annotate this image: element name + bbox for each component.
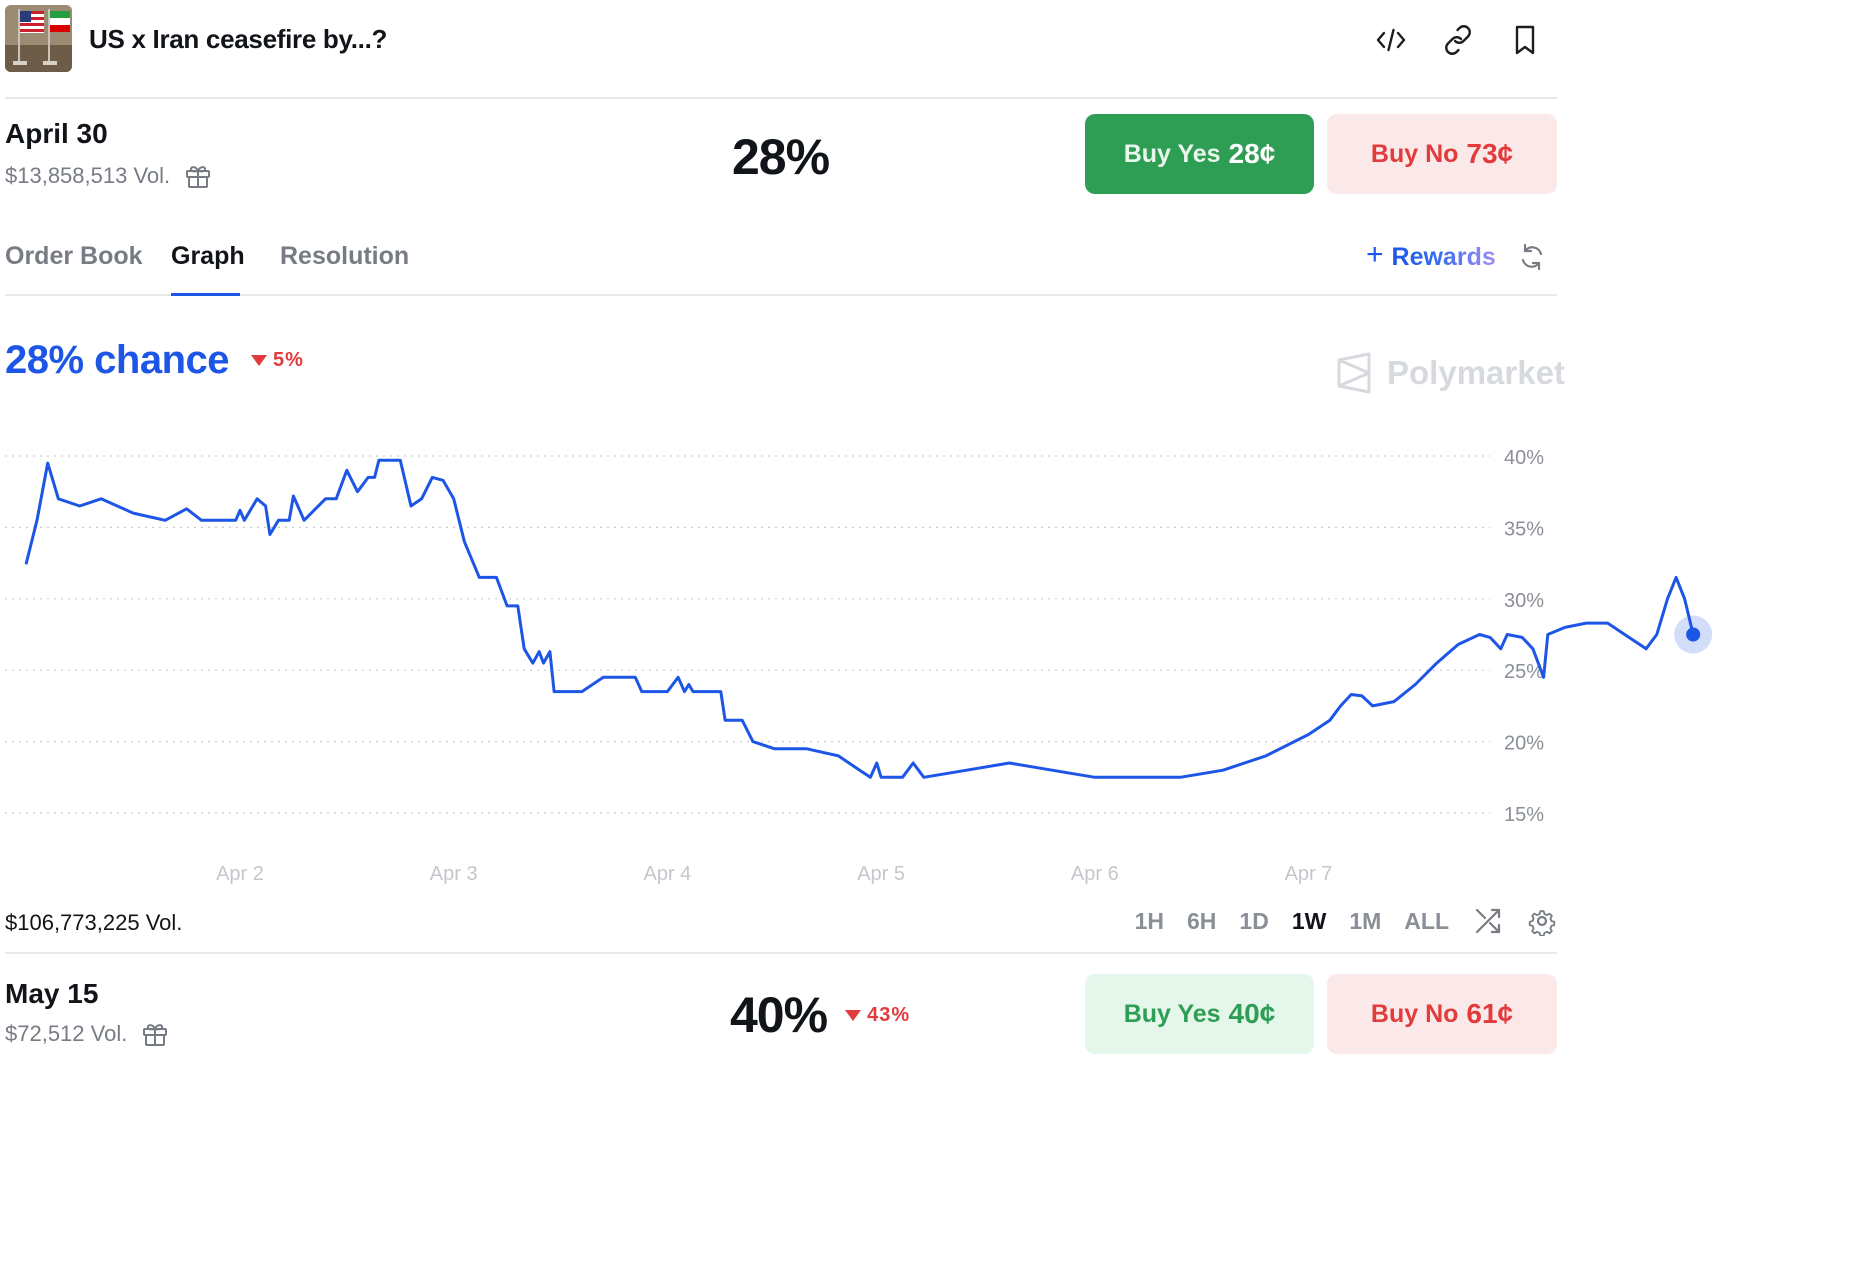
x-tick-label: Apr 6 <box>1071 863 1119 885</box>
shuffle-icon[interactable] <box>1473 906 1503 936</box>
range-1h[interactable]: 1H <box>1134 907 1165 934</box>
buy-yes-label: Buy Yes <box>1123 999 1221 1028</box>
market-row-april-30[interactable]: April 30 $13,858,513 Vol. 28% Buy Yes 28… <box>5 110 1557 205</box>
x-tick-label: Apr 2 <box>216 863 264 885</box>
market-row-may-15[interactable]: May 15 $72,512 Vol. 40% 43% Buy Yes 40¢ … <box>5 972 1557 1062</box>
current-point <box>1686 627 1701 642</box>
market-volume: $72,512 Vol. <box>5 1020 169 1048</box>
chance-value: 28% chance <box>5 338 230 382</box>
tab-order-book[interactable]: Order Book <box>5 242 143 270</box>
buy-yes-button[interactable]: Buy Yes 28¢ <box>1085 114 1314 194</box>
x-tick-label: Apr 3 <box>430 863 478 885</box>
range-1d[interactable]: 1D <box>1239 907 1269 934</box>
down-triangle-icon <box>845 1009 862 1021</box>
plus-icon: + <box>1366 238 1384 271</box>
range-1w[interactable]: 1W <box>1291 907 1327 934</box>
market-percent: 40% <box>730 987 828 1043</box>
gift-icon[interactable] <box>184 162 212 190</box>
x-tick-label: Apr 4 <box>643 863 691 885</box>
market-delta-value: 43% <box>867 1003 911 1026</box>
market-thumbnail <box>5 5 72 72</box>
link-icon[interactable] <box>1441 23 1475 57</box>
active-tab-indicator <box>171 293 240 296</box>
buy-yes-label: Buy Yes <box>1123 139 1221 168</box>
market-date: May 15 <box>5 978 99 1009</box>
market-volume-text: $13,858,513 Vol. <box>5 163 171 188</box>
y-tick-label: 25% <box>1504 661 1544 683</box>
y-tick-label: 35% <box>1504 518 1544 540</box>
buy-no-label: Buy No <box>1370 999 1459 1028</box>
gift-icon[interactable] <box>141 1020 169 1048</box>
market-percent-group: 40% 43% <box>730 986 910 1044</box>
y-tick-label: 30% <box>1504 590 1544 612</box>
polymarket-logo-icon <box>1337 352 1371 394</box>
tab-graph[interactable]: Graph <box>171 242 245 270</box>
market-tabs: Order Book Graph Resolution + Rewards <box>5 222 1557 296</box>
x-tick-label: Apr 7 <box>1285 863 1333 885</box>
market-volume-text: $72,512 Vol. <box>5 1021 128 1046</box>
market-title: US x Iran ceasefire by...? <box>89 24 388 54</box>
down-triangle-icon <box>251 355 268 366</box>
code-icon[interactable] <box>1374 23 1408 57</box>
buy-no-price: 61¢ <box>1466 998 1514 1029</box>
bookmark-icon[interactable] <box>1508 23 1542 57</box>
total-volume: $106,773,225 Vol. <box>5 910 183 935</box>
rewards-button[interactable]: + Rewards <box>1366 238 1496 272</box>
buy-yes-button[interactable]: Buy Yes 40¢ <box>1085 974 1314 1054</box>
market-date: April 30 <box>5 118 108 149</box>
rewards-label: Rewards <box>1391 242 1496 271</box>
y-tick-label: 15% <box>1504 804 1544 826</box>
range-1m[interactable]: 1M <box>1349 907 1382 934</box>
gear-icon[interactable] <box>1527 906 1557 937</box>
y-tick-label: 40% <box>1504 447 1544 469</box>
market-volume: $13,858,513 Vol. <box>5 162 212 190</box>
price-chart-svg[interactable]: 40% 35% 30% 25% 20% 15% Apr 2 Apr 3 Apr 4 Apr 5 Ap… <box>0 420 1713 900</box>
series-line <box>24 458 1695 779</box>
market-header: US x Iran ceasefire by...? <box>5 5 1557 99</box>
chance-delta: 5% <box>251 349 304 372</box>
y-tick-label: 20% <box>1504 733 1544 755</box>
chance-summary: 28% chance 5% <box>5 338 304 383</box>
price-chart[interactable]: 40% 35% 30% 25% 20% 15% Apr 2 Apr 3 Apr 4 Apr 5 Ap… <box>0 420 1713 900</box>
buy-no-button[interactable]: Buy No 61¢ <box>1327 974 1557 1054</box>
chance-delta-value: 5% <box>273 349 304 371</box>
time-range-selector: 1H 6H 1D 1W 1M ALL <box>1112 906 1557 937</box>
x-tick-label: Apr 5 <box>857 863 905 885</box>
chart-controls: $106,773,225 Vol. 1H 6H 1D 1W 1M ALL <box>5 898 1557 954</box>
buy-no-button[interactable]: Buy No 73¢ <box>1327 114 1557 194</box>
range-6h[interactable]: 6H <box>1187 907 1217 934</box>
tab-resolution[interactable]: Resolution <box>280 242 410 270</box>
buy-yes-price: 40¢ <box>1228 998 1276 1029</box>
buy-no-price: 73¢ <box>1466 138 1514 169</box>
polymarket-watermark: Polymarket <box>1335 352 1565 394</box>
market-percent: 28% <box>732 129 830 185</box>
brand-name: Polymarket <box>1387 354 1565 391</box>
refresh-icon[interactable] <box>1517 242 1547 272</box>
market-delta: 43% <box>845 1004 910 1027</box>
buy-yes-price: 28¢ <box>1228 138 1276 169</box>
range-all[interactable]: ALL <box>1404 907 1449 934</box>
buy-no-label: Buy No <box>1370 139 1459 168</box>
